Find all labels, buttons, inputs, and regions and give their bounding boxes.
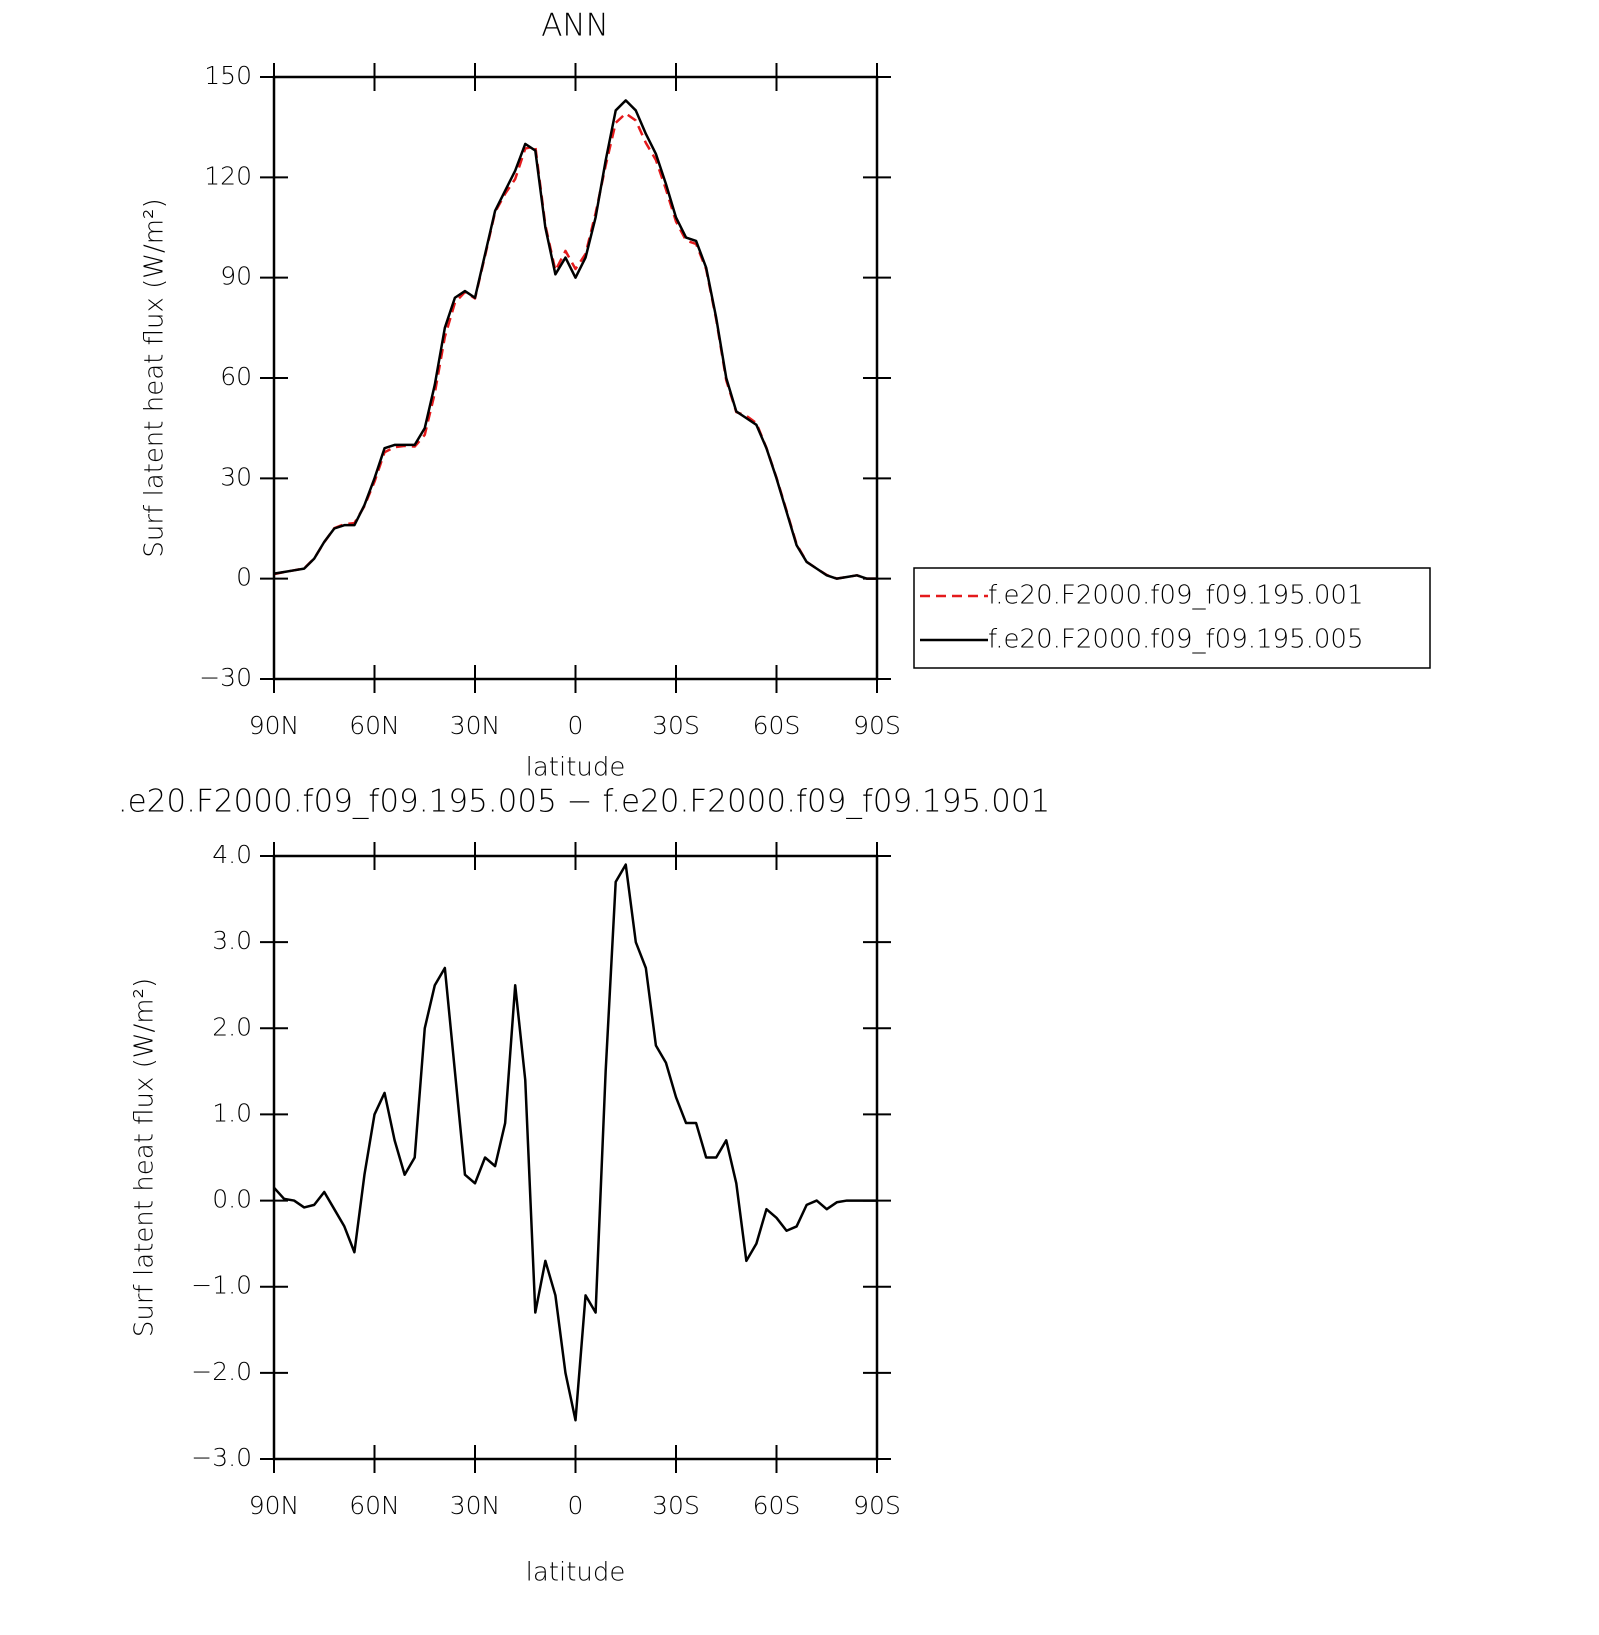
plot-frame	[272, 854, 879, 1461]
y-tick-label: 2.0	[212, 1012, 252, 1041]
x-tick-label: 30S	[652, 711, 700, 740]
x-tick-label: 60N	[349, 1491, 400, 1520]
y-tick-label: 4.0	[212, 840, 252, 869]
x-tick-label: 0	[568, 711, 584, 740]
y-tick-label: −2.0	[191, 1357, 252, 1386]
chart-title: .e20.F2000.f09_f09.195.005 − f.e20.F2000…	[118, 784, 1050, 820]
data-line	[273, 99, 877, 580]
y-axis-label: Surf latent heat flux (W/m²)	[130, 978, 160, 1337]
x-tick-label: 60N	[349, 711, 400, 740]
x-axis-label: latitude	[526, 753, 626, 783]
x-tick-label: 90N	[249, 1491, 300, 1520]
y-tick-label: 0	[236, 563, 252, 592]
x-tick-label: 30N	[450, 1491, 501, 1520]
y-tick-label: 0.0	[212, 1185, 252, 1214]
x-axis-label: latitude	[526, 1558, 626, 1588]
y-tick-label: −30	[199, 663, 252, 692]
plot-frame	[272, 75, 879, 681]
y-tick-label: −1.0	[191, 1271, 252, 1300]
y-axis-label: Surf latent heat flux (W/m²)	[140, 198, 170, 557]
y-tick-label: 3.0	[212, 926, 252, 955]
y-tick-label: 150	[204, 61, 252, 90]
x-tick-label: 0	[568, 1491, 584, 1520]
legend-label: f.e20.F2000.f09_f09.195.001	[988, 581, 1364, 611]
x-tick-label: 30S	[652, 1491, 700, 1520]
y-tick-label: 90	[220, 262, 252, 291]
x-tick-label: 90N	[249, 711, 300, 740]
x-tick-label: 60S	[753, 711, 801, 740]
y-tick-label: 30	[220, 462, 252, 491]
y-tick-label: 60	[220, 362, 252, 391]
y-tick-label: 1.0	[212, 1098, 252, 1127]
legend-label: f.e20.F2000.f09_f09.195.005	[988, 625, 1364, 655]
data-line	[273, 863, 877, 1422]
chart-title: ANN	[541, 8, 609, 44]
legend-box	[913, 567, 1431, 669]
x-tick-label: 30N	[450, 711, 501, 740]
y-tick-label: −3.0	[191, 1443, 252, 1472]
x-tick-label: 90S	[853, 1491, 901, 1520]
x-tick-label: 90S	[853, 711, 901, 740]
y-tick-label: 120	[204, 161, 252, 190]
x-tick-label: 60S	[753, 1491, 801, 1520]
